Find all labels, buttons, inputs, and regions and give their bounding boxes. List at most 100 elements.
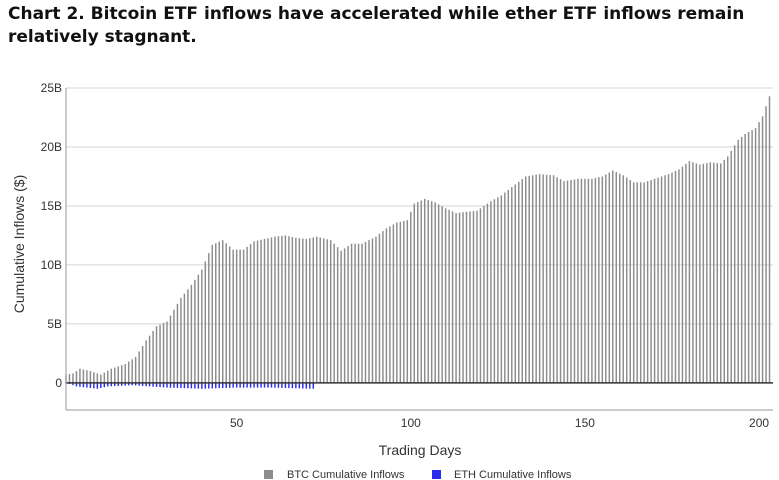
eth-bar	[235, 382, 238, 388]
eth-bar	[145, 382, 147, 387]
eth-bar	[134, 382, 137, 386]
btc-bar	[744, 134, 746, 383]
btc-bar	[235, 249, 238, 383]
btc-bar	[591, 178, 593, 383]
btc-bar	[72, 373, 74, 383]
btc-bar	[632, 182, 635, 383]
btc-bar	[82, 369, 85, 383]
btc-bar	[176, 303, 179, 383]
btc-bar	[100, 374, 102, 383]
eth-bar	[155, 382, 158, 387]
btc-bar	[312, 237, 315, 383]
eth-bar	[211, 382, 214, 389]
gridlines	[66, 87, 773, 325]
eth-bar	[120, 382, 123, 386]
btc-bar	[716, 163, 719, 383]
btc-bar	[194, 279, 196, 383]
eth-bar	[166, 382, 168, 388]
y-tick-label: 20B	[41, 140, 62, 154]
btc-bar	[430, 201, 433, 383]
eth-bar	[107, 382, 109, 387]
btc-bar	[336, 247, 339, 383]
eth-bar	[312, 382, 315, 389]
btc-bar	[580, 178, 583, 383]
btc-bar	[93, 372, 95, 383]
eth-bar	[256, 382, 259, 388]
btc-bar	[117, 366, 119, 383]
btc-bar	[96, 373, 99, 383]
eth-bar	[239, 382, 241, 388]
btc-bar	[340, 250, 342, 383]
btc-bar	[674, 170, 677, 383]
eth-bar	[263, 382, 266, 388]
eth-bar	[131, 382, 133, 386]
axes	[65, 88, 773, 411]
btc-bar	[608, 172, 611, 383]
btc-bar	[587, 178, 590, 383]
btc-bar	[423, 198, 426, 383]
eth-bar	[180, 382, 182, 389]
eth-bar	[270, 382, 273, 388]
eth-bar	[138, 382, 140, 386]
btc-bar	[134, 356, 137, 383]
y-axis-label: Cumulative Inflows ($)	[11, 175, 27, 314]
btc-bar	[221, 240, 224, 383]
btc-bar	[629, 180, 631, 383]
eth-bar	[169, 382, 172, 388]
btc-bar	[417, 202, 419, 383]
btc-bar	[490, 201, 492, 383]
btc-bar	[148, 335, 151, 383]
btc-bar	[288, 236, 290, 383]
eth-bar	[114, 382, 116, 387]
y-tick-label: 0	[55, 376, 62, 390]
btc-bar	[343, 248, 346, 383]
btc-bar	[758, 122, 760, 383]
btc-bar	[723, 159, 725, 383]
eth-bar	[194, 382, 196, 389]
eth-series	[65, 382, 315, 389]
btc-bar	[114, 367, 116, 383]
btc-bar	[657, 177, 659, 383]
btc-bar	[162, 323, 165, 383]
x-tick-label: 200	[749, 416, 769, 430]
eth-bar	[218, 382, 220, 389]
btc-bar	[601, 176, 604, 383]
x-axis-ticks: 50 100 150 200	[230, 416, 769, 430]
eth-bar	[277, 382, 280, 388]
x-tick-label: 50	[230, 416, 244, 430]
eth-bar	[204, 382, 207, 389]
btc-bar	[368, 240, 370, 383]
btc-bar	[709, 162, 712, 383]
btc-bar	[124, 364, 126, 383]
eth-bar	[215, 382, 217, 389]
btc-bar	[552, 175, 555, 383]
btc-bar	[639, 182, 642, 383]
btc-bar	[619, 173, 621, 383]
btc-bar	[382, 231, 384, 383]
btc-bar	[493, 199, 496, 383]
eth-bar	[208, 382, 210, 389]
btc-bar	[681, 166, 684, 383]
eth-bar	[309, 382, 311, 389]
eth-bar	[249, 382, 252, 388]
eth-bar	[197, 382, 200, 389]
btc-bar	[347, 246, 349, 383]
btc-bar	[375, 236, 377, 383]
eth-bar	[173, 382, 175, 388]
btc-bar	[695, 163, 698, 383]
btc-bar	[646, 181, 649, 383]
btc-bar	[472, 211, 475, 383]
eth-bar	[281, 382, 283, 388]
eth-bar	[221, 382, 224, 389]
btc-bar	[246, 246, 248, 383]
btc-bar	[145, 340, 147, 383]
btc-bar	[584, 178, 586, 383]
legend-label-btc: BTC Cumulative Inflows	[287, 469, 405, 480]
eth-bar	[201, 382, 203, 389]
btc-bar	[319, 237, 321, 383]
btc-bar	[650, 180, 652, 383]
btc-bar	[183, 293, 186, 383]
btc-bar	[667, 174, 670, 383]
btc-bar	[316, 236, 318, 383]
